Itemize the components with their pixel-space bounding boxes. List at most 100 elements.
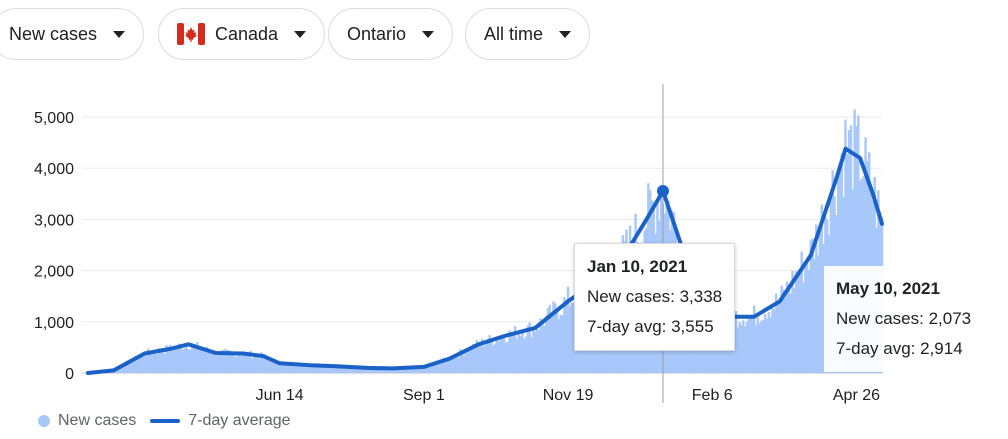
new-cases-bar [216, 355, 219, 373]
new-cases-bar [475, 340, 478, 373]
new-cases-bar [223, 349, 227, 373]
new-cases-bar [137, 356, 141, 373]
new-cases-bar [194, 344, 197, 373]
x-axis-labels: Jun 14 Sep 1 Nov 19 Feb 6 Apr 26 [256, 387, 880, 404]
new-cases-bar [145, 355, 148, 373]
new-cases-bar [280, 362, 283, 373]
new-cases-bar [267, 358, 270, 373]
new-cases-bar [134, 355, 137, 373]
new-cases-bar [125, 365, 128, 373]
new-cases-bar [555, 311, 559, 373]
new-cases-bar [742, 320, 745, 373]
new-cases-bar [864, 137, 867, 373]
new-cases-bar [519, 336, 522, 373]
new-cases-bar [369, 367, 373, 373]
new-cases-bar [178, 343, 181, 373]
new-cases-bar [313, 366, 316, 373]
tooltip-date: Jan 10, 2021 [587, 257, 688, 276]
new-cases-bar [758, 323, 761, 373]
new-cases-bar [121, 365, 124, 373]
new-cases-bar [344, 366, 347, 373]
new-cases-bar [439, 362, 442, 373]
new-cases-bar [774, 293, 778, 373]
legend-new-cases[interactable]: New cases [38, 412, 136, 430]
new-cases-bar [271, 358, 274, 373]
legend-new-cases-label: New cases [58, 412, 137, 429]
new-cases-bar [294, 365, 298, 373]
new-cases-bar [771, 307, 774, 373]
legend-line-icon [150, 419, 181, 423]
region-dropdown[interactable]: Ontario [328, 8, 454, 60]
new-cases-bar [366, 368, 369, 373]
new-cases-bar [782, 289, 785, 373]
new-cases-bar [459, 349, 462, 373]
new-cases-bar [767, 311, 771, 373]
country-dropdown[interactable]: Canada [158, 8, 326, 60]
new-cases-bar [846, 154, 849, 373]
new-cases-bar [289, 362, 292, 373]
time-range-dropdown[interactable]: All time [465, 8, 591, 60]
new-cases-bar [249, 350, 252, 373]
new-cases-bar [212, 354, 216, 373]
new-cases-bar [190, 346, 194, 373]
new-cases-bar [765, 318, 769, 373]
new-cases-bar [143, 355, 146, 373]
new-cases-bar [492, 345, 495, 373]
new-cases-bar [481, 338, 484, 373]
new-cases-bar [397, 367, 400, 373]
new-cases-bar [736, 327, 740, 373]
y-tick-label: 2,000 [34, 264, 74, 281]
new-cases-bar [254, 354, 258, 373]
chevron-down-icon [559, 30, 572, 38]
new-cases-bar [408, 367, 411, 373]
new-cases-bar [393, 368, 396, 373]
new-cases-bar [440, 361, 444, 373]
new-cases-bar [243, 352, 247, 373]
new-cases-bar [117, 368, 121, 373]
new-cases-bar [807, 270, 811, 373]
new-cases-bar [844, 119, 847, 373]
new-cases-bar [471, 344, 475, 373]
new-cases-bar [762, 319, 765, 373]
new-cases-bar [132, 359, 135, 373]
new-cases-bar [141, 353, 144, 373]
new-cases-bar [805, 263, 809, 373]
new-cases-bar [822, 243, 825, 373]
new-cases-bar [234, 357, 238, 373]
new-cases-bar [214, 350, 217, 373]
new-cases-bar [506, 341, 510, 373]
new-cases-bar [526, 325, 530, 373]
new-cases-bar [517, 333, 520, 373]
new-cases-bar [853, 109, 856, 373]
new-cases-bar [813, 259, 816, 373]
new-cases-bar [300, 363, 303, 373]
new-cases-bar [147, 348, 150, 373]
new-cases-bar [552, 301, 555, 373]
metric-dropdown[interactable]: New cases [0, 8, 145, 60]
new-cases-bar [185, 345, 188, 373]
new-cases-bar [847, 130, 851, 373]
new-cases-bar [291, 365, 294, 373]
new-cases-bar [192, 343, 196, 373]
tooltip-jan-10: Jan 10, 2021 New cases: 3,338 7-day avg:… [574, 243, 736, 351]
new-cases-bar [156, 354, 159, 373]
new-cases-bar [796, 276, 800, 373]
y-tick-label: 0 [65, 366, 74, 383]
new-cases-bar [743, 326, 747, 373]
new-cases-bar [338, 367, 342, 373]
legend-seven-day-average[interactable]: 7-day average [150, 412, 291, 430]
new-cases-bar [205, 346, 208, 373]
new-cases-bar [462, 355, 466, 373]
tooltip-may-10: May 10, 2021 New cases: 2,073 7-day avg:… [824, 266, 984, 372]
new-cases-bar [484, 343, 488, 373]
new-cases-bar [464, 351, 468, 373]
new-cases-bar [230, 351, 234, 373]
new-cases-bar [429, 364, 433, 373]
new-cases-bar [285, 362, 289, 373]
new-cases-bar [331, 366, 334, 373]
new-cases-bar [512, 332, 515, 373]
new-cases-bar [373, 368, 376, 373]
new-cases-bar [450, 359, 453, 373]
new-cases-bar [311, 365, 314, 373]
new-cases-bar [780, 285, 783, 373]
